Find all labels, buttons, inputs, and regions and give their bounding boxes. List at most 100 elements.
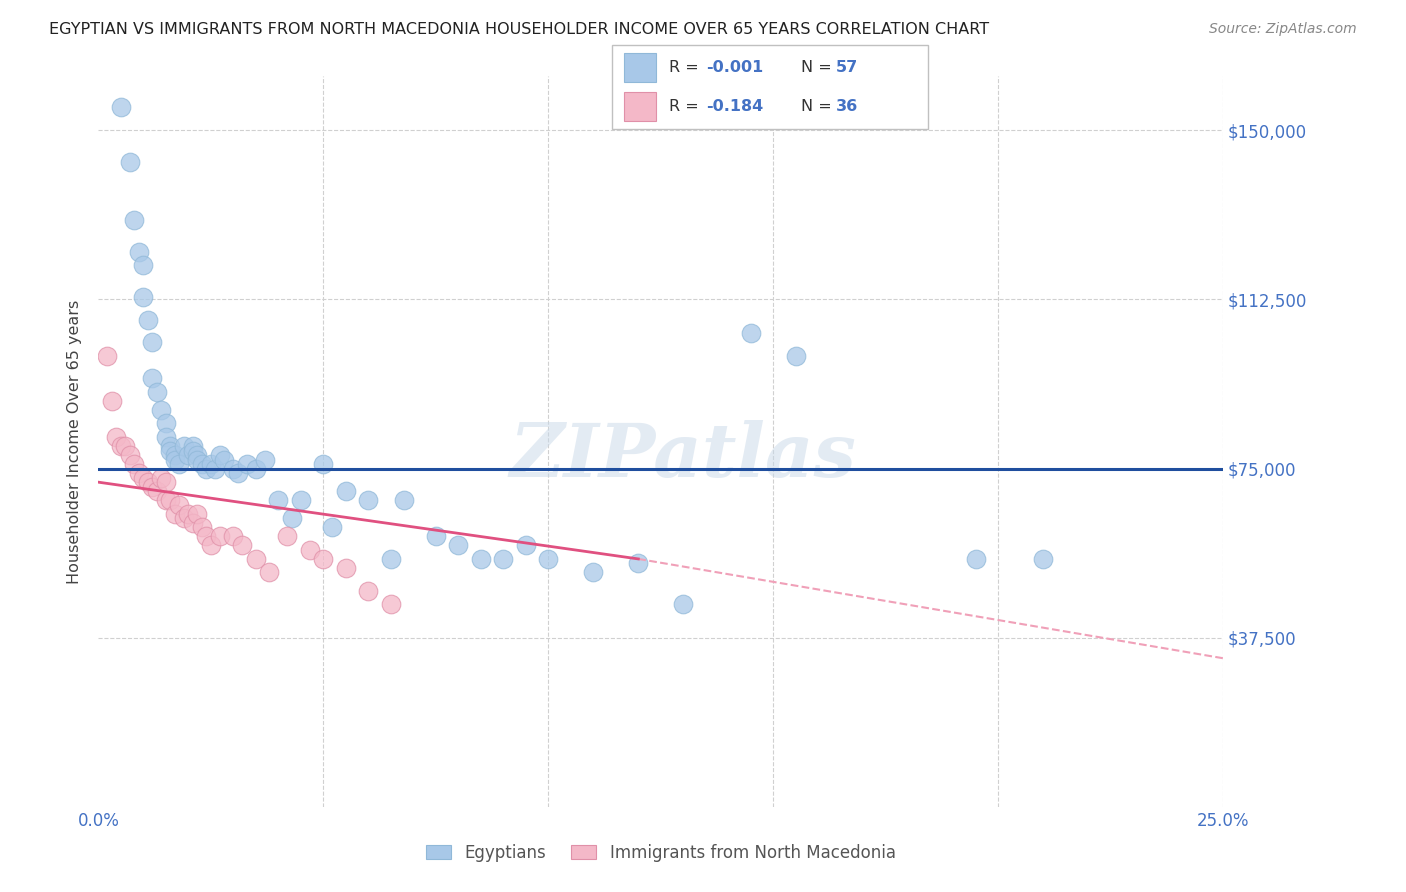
Point bbox=[267, 493, 290, 508]
Text: N =: N = bbox=[801, 60, 838, 75]
Point bbox=[132, 470, 155, 484]
Point bbox=[312, 552, 335, 566]
Point bbox=[425, 529, 447, 543]
Point bbox=[173, 511, 195, 525]
Point bbox=[515, 538, 537, 552]
Point bbox=[492, 552, 515, 566]
Point bbox=[159, 493, 181, 508]
Point bbox=[96, 349, 118, 363]
Point bbox=[177, 507, 200, 521]
Point bbox=[357, 583, 380, 598]
Point bbox=[118, 154, 141, 169]
Point bbox=[181, 443, 204, 458]
Point bbox=[965, 552, 987, 566]
Point bbox=[136, 312, 159, 326]
Point bbox=[470, 552, 492, 566]
Point bbox=[186, 507, 208, 521]
Point bbox=[169, 457, 191, 471]
Point bbox=[124, 457, 146, 471]
Point bbox=[195, 461, 218, 475]
Point bbox=[208, 529, 231, 543]
Text: -0.184: -0.184 bbox=[707, 99, 763, 114]
Point bbox=[537, 552, 560, 566]
Point bbox=[159, 443, 181, 458]
Point bbox=[141, 335, 163, 350]
Point bbox=[155, 475, 177, 490]
Point bbox=[236, 457, 259, 471]
Point bbox=[101, 393, 124, 408]
Point bbox=[281, 511, 304, 525]
Text: N =: N = bbox=[801, 99, 838, 114]
Point bbox=[128, 466, 150, 480]
Text: ZIPatlas: ZIPatlas bbox=[510, 420, 856, 492]
Point bbox=[214, 452, 236, 467]
Point bbox=[110, 439, 132, 453]
Text: Source: ZipAtlas.com: Source: ZipAtlas.com bbox=[1209, 22, 1357, 37]
Point bbox=[186, 448, 208, 462]
Point bbox=[785, 349, 807, 363]
Point bbox=[245, 461, 267, 475]
Point bbox=[447, 538, 470, 552]
Point bbox=[105, 430, 128, 444]
Point bbox=[136, 475, 159, 490]
Text: 57: 57 bbox=[837, 60, 859, 75]
Y-axis label: Householder Income Over 65 years: Householder Income Over 65 years bbox=[67, 300, 83, 583]
Point bbox=[141, 371, 163, 385]
Point bbox=[155, 493, 177, 508]
Point bbox=[208, 448, 231, 462]
Point bbox=[141, 480, 163, 494]
Point bbox=[380, 552, 402, 566]
Point bbox=[204, 461, 226, 475]
Point bbox=[222, 461, 245, 475]
Point bbox=[173, 439, 195, 453]
Point bbox=[146, 384, 169, 399]
Point bbox=[335, 484, 357, 499]
Point bbox=[155, 417, 177, 431]
Point bbox=[110, 100, 132, 114]
Text: R =: R = bbox=[669, 60, 703, 75]
Point bbox=[312, 457, 335, 471]
Point bbox=[672, 597, 695, 611]
Legend: Egyptians, Immigrants from North Macedonia: Egyptians, Immigrants from North Macedon… bbox=[419, 837, 903, 869]
Point bbox=[226, 466, 249, 480]
Point bbox=[128, 244, 150, 259]
Point bbox=[118, 448, 141, 462]
Point bbox=[582, 566, 605, 580]
Bar bbox=[624, 54, 655, 82]
Point bbox=[200, 538, 222, 552]
Point bbox=[1032, 552, 1054, 566]
Point bbox=[169, 498, 191, 512]
Point bbox=[132, 290, 155, 304]
Bar bbox=[624, 92, 655, 120]
Point bbox=[132, 259, 155, 273]
Point bbox=[357, 493, 380, 508]
Point bbox=[276, 529, 298, 543]
Point bbox=[181, 516, 204, 530]
Point bbox=[150, 470, 173, 484]
Text: EGYPTIAN VS IMMIGRANTS FROM NORTH MACEDONIA HOUSEHOLDER INCOME OVER 65 YEARS COR: EGYPTIAN VS IMMIGRANTS FROM NORTH MACEDO… bbox=[49, 22, 990, 37]
Point bbox=[191, 457, 214, 471]
Point bbox=[290, 493, 312, 508]
Point bbox=[740, 326, 762, 341]
Point bbox=[163, 452, 186, 467]
Point bbox=[321, 520, 343, 534]
Point bbox=[191, 520, 214, 534]
Point bbox=[177, 448, 200, 462]
Point bbox=[150, 403, 173, 417]
Point bbox=[114, 439, 136, 453]
Point bbox=[253, 452, 276, 467]
Point bbox=[298, 542, 321, 557]
Point bbox=[394, 493, 416, 508]
Point bbox=[163, 448, 186, 462]
Point bbox=[186, 452, 208, 467]
Point bbox=[245, 552, 267, 566]
Point bbox=[627, 557, 650, 571]
Point bbox=[163, 507, 186, 521]
Point bbox=[259, 566, 281, 580]
Point bbox=[335, 561, 357, 575]
Point bbox=[159, 439, 181, 453]
Point bbox=[124, 213, 146, 227]
Point bbox=[222, 529, 245, 543]
Point bbox=[155, 430, 177, 444]
Text: 36: 36 bbox=[837, 99, 859, 114]
